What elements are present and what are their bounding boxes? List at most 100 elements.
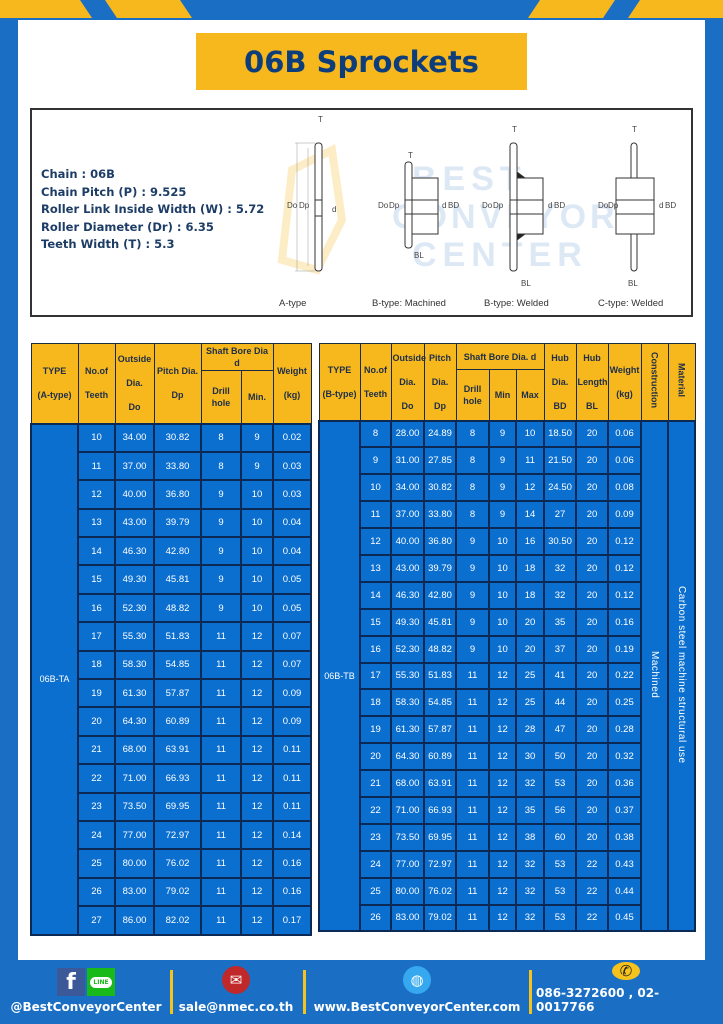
table-cell: 25 xyxy=(359,876,392,906)
table-cell: 12 xyxy=(239,706,275,737)
table-cell: 60 xyxy=(543,822,577,852)
social-handle[interactable]: @BestConveyorCenter xyxy=(10,1000,162,1014)
table-cell: 0.09 xyxy=(272,678,313,709)
table-cell: 32 xyxy=(515,769,545,798)
table-cell: 22 xyxy=(359,795,392,825)
table-cell: 25 xyxy=(515,688,545,718)
table-cell: 76.02 xyxy=(153,848,202,879)
table-cell: 14 xyxy=(515,500,545,530)
header-min: Min xyxy=(488,369,517,421)
table-cell: 30.82 xyxy=(423,473,457,503)
table-cell: 12 xyxy=(488,903,517,933)
caption-c-welded: C-type: Welded xyxy=(598,298,663,309)
header-weight: Weight (kg) xyxy=(272,343,312,424)
table-cell: 33.80 xyxy=(423,500,457,530)
page-title: 06B Sprockets xyxy=(196,33,527,90)
table-cell: 12 xyxy=(488,849,517,879)
table-cell: 11 xyxy=(200,876,242,908)
table-cell: 0.12 xyxy=(607,553,642,583)
label-dp-bw: Dp xyxy=(493,201,504,210)
label-bl-c: BL xyxy=(628,279,638,288)
table-cell: 23 xyxy=(77,791,116,822)
website-link[interactable]: www.BestConveyorCenter.com xyxy=(313,1000,521,1014)
table-b-type: TYPE (B-type) No.of Teeth Outside Dia. Do Pi… xyxy=(318,343,696,933)
table-cell: 9 xyxy=(488,446,517,476)
table-cell: 25 xyxy=(77,848,116,879)
table-cell: 11 xyxy=(200,905,242,936)
table-cell: 12 xyxy=(239,763,275,794)
type-cell: 06B-TB xyxy=(318,419,361,933)
table-cell: 30.50 xyxy=(543,527,577,556)
table-cell: 83.00 xyxy=(114,876,155,908)
table-cell: 83.00 xyxy=(390,903,425,933)
table-cell: 26 xyxy=(77,876,116,908)
table-cell: 11 xyxy=(455,903,490,933)
table-cell: 9 xyxy=(455,634,490,664)
table-cell: 10 xyxy=(239,536,275,567)
table-cell: 34.00 xyxy=(114,422,155,453)
table-cell: 0.17 xyxy=(272,905,313,936)
header-max: Max xyxy=(515,369,545,421)
table-cell: 9 xyxy=(455,580,490,610)
table-cell: 12 xyxy=(488,876,517,906)
table-cell: 0.45 xyxy=(607,903,642,933)
table-cell: 11 xyxy=(455,715,490,745)
table-row: 26 83.00 79.02 11 12 0.16 xyxy=(31,876,313,908)
table-cell: 9 xyxy=(488,500,517,530)
header-outside-dia: Outside Dia. Do xyxy=(114,343,155,424)
table-cell: 12 xyxy=(77,479,116,510)
table-cell: 18 xyxy=(359,688,392,718)
table-cell: 25 xyxy=(515,661,545,691)
table-cell: 18 xyxy=(515,553,545,583)
table-cell: 58.30 xyxy=(114,649,155,681)
table-cell: 46.30 xyxy=(114,536,155,567)
table-cell: 24.50 xyxy=(543,473,577,503)
table-cell: 17 xyxy=(77,621,116,652)
table-cell: 12 xyxy=(239,819,275,851)
label-d-c: d xyxy=(659,201,663,210)
table-cell: 77.00 xyxy=(390,849,425,879)
table-cell: 20 xyxy=(575,742,609,772)
table-cell: 0.25 xyxy=(607,688,642,718)
line-icon[interactable]: LINE xyxy=(87,968,115,996)
table-cell: 8 xyxy=(455,446,490,476)
table-cell: 20 xyxy=(575,553,609,583)
table-cell: 21 xyxy=(77,734,116,766)
label-d-a: d xyxy=(332,205,336,214)
table-cell: 16 xyxy=(359,634,392,664)
table-cell: 49.30 xyxy=(390,607,425,637)
table-cell: 20 xyxy=(575,446,609,476)
table-row: 18 58.30 54.85 11 12 25 44 20 0.25 xyxy=(319,688,695,718)
table-cell: 20 xyxy=(575,661,609,691)
table-cell: 9 xyxy=(239,450,275,482)
table-cell: 11 xyxy=(455,795,490,825)
table-cell: 30.82 xyxy=(153,422,202,453)
table-cell: 9 xyxy=(200,536,242,567)
table-cell: 8 xyxy=(200,422,242,453)
table-cell: 55.30 xyxy=(390,661,425,691)
table-cell: 80.00 xyxy=(390,876,425,906)
table-cell: 0.06 xyxy=(607,446,642,476)
table-cell: 76.02 xyxy=(423,876,457,906)
table-cell: 54.85 xyxy=(423,688,457,718)
table-cell: 37 xyxy=(543,634,577,664)
table-cell: 8 xyxy=(455,500,490,530)
table-cell: 18 xyxy=(77,649,116,681)
table-cell: 0.37 xyxy=(607,795,642,825)
table-cell: 60.89 xyxy=(423,742,457,772)
table-cell: 58.30 xyxy=(390,688,425,718)
table-cell: 68.00 xyxy=(114,734,155,766)
table-cell: 11 xyxy=(200,706,242,737)
table-cell: 11 xyxy=(200,678,242,709)
table-row: 06B-TA 10 34.00 30.82 8 9 0.02 xyxy=(30,422,313,936)
phone-number[interactable]: 086-3272600 , 02-0017766 xyxy=(536,986,660,1014)
label-do-c: Do xyxy=(598,201,609,210)
email-link[interactable]: sale@nmec.co.th xyxy=(178,1000,294,1014)
table-cell: 51.83 xyxy=(153,621,202,652)
table-cell: 9 xyxy=(200,479,242,510)
table-cell: 11 xyxy=(359,500,392,530)
table-row: 22 71.00 66.93 11 12 0.11 xyxy=(31,763,313,794)
table-cell: 12 xyxy=(239,905,275,936)
b-welded-drawing xyxy=(509,142,544,272)
facebook-icon[interactable]: f xyxy=(57,968,85,996)
